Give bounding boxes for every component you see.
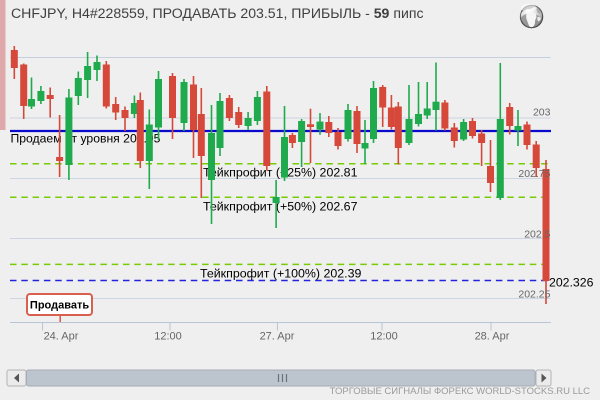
svg-text:Продавать: Продавать — [30, 300, 89, 312]
svg-text:28. Apr: 28. Apr — [475, 331, 510, 343]
svg-text:27. Apr: 27. Apr — [260, 331, 295, 343]
svg-text:202.326: 202.326 — [549, 276, 594, 290]
svg-text:Тейкпрофит (+100%) 202.39: Тейкпрофит (+100%) 202.39 — [200, 267, 361, 281]
svg-text:202.75: 202.75 — [518, 168, 550, 180]
svg-text:203: 203 — [533, 107, 551, 119]
svg-text:12:00: 12:00 — [154, 331, 182, 343]
svg-text:Тейкпрофит (+25%) 202.81: Тейкпрофит (+25%) 202.81 — [203, 166, 358, 180]
svg-text:202.25: 202.25 — [518, 289, 550, 301]
svg-text:Продаем от уровня 202.95: Продаем от уровня 202.95 — [11, 132, 161, 146]
svg-text:Тейкпрофит (+50%) 202.67: Тейкпрофит (+50%) 202.67 — [203, 200, 358, 214]
svg-text:ТОРГОВЫЕ СИГНАЛЫ ФОРЕКС WORLD-: ТОРГОВЫЕ СИГНАЛЫ ФОРЕКС WORLD-STOCKS.RU … — [330, 386, 591, 397]
svg-text:202.5: 202.5 — [524, 229, 550, 241]
svg-text:12:00: 12:00 — [370, 331, 398, 343]
svg-text:CHFJPY, H4#228559, ПРОДАВАТЬ 2: CHFJPY, H4#228559, ПРОДАВАТЬ 203.51, ПРИ… — [11, 5, 424, 21]
svg-text:24. Apr: 24. Apr — [44, 331, 79, 343]
